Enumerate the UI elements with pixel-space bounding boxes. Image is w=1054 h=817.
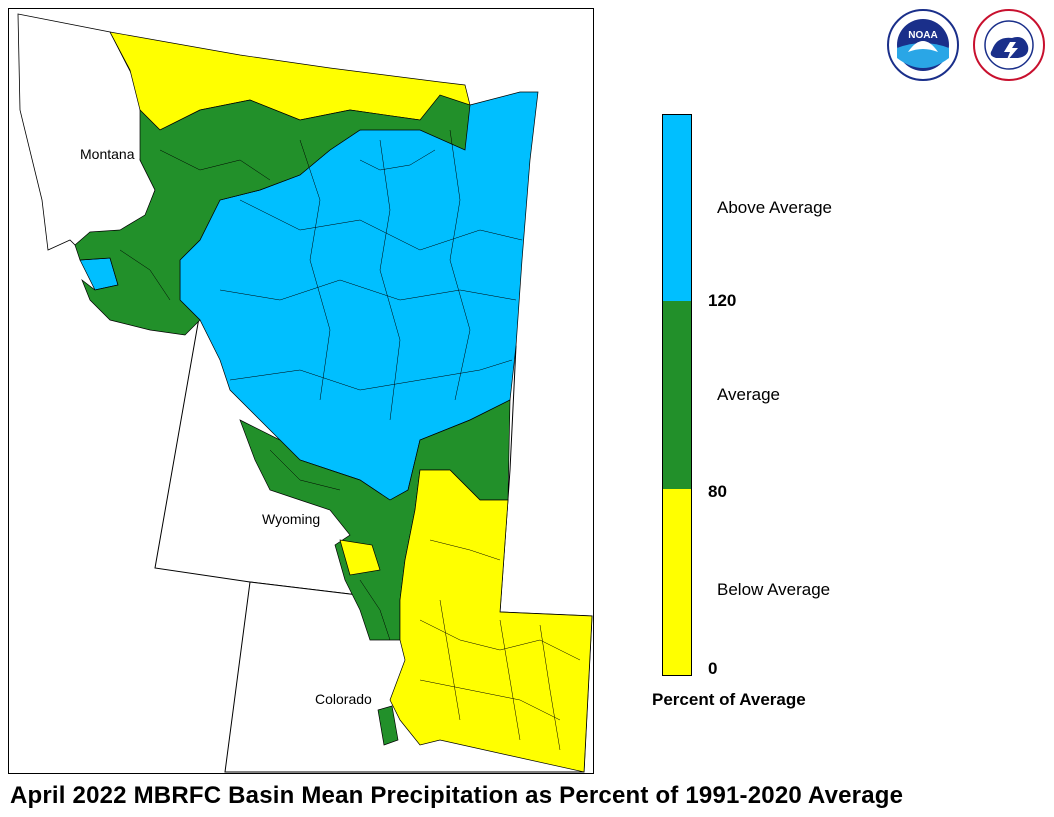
basin-region-average-colorado — [377, 705, 399, 746]
legend-tick-80: 80 — [708, 482, 727, 501]
legend-title: Percent of Average — [652, 690, 806, 709]
legend-swatch-average — [663, 301, 691, 489]
map-caption: April 2022 MBRFC Basin Mean Precipitatio… — [10, 782, 904, 809]
legend-tick-120: 120 — [708, 291, 737, 310]
noaa-logo-text: NOAA — [908, 30, 937, 41]
legend-label-average: Average — [717, 385, 781, 404]
legend-color-bar — [662, 114, 692, 676]
basin-region-below-south — [389, 469, 593, 773]
basin-boundaries — [119, 129, 581, 751]
state-label-wyoming: Wyoming — [262, 511, 321, 527]
legend-tick-0: 0 — [708, 659, 718, 678]
state-label-montana: Montana — [80, 146, 135, 162]
legend-swatch-above — [663, 115, 691, 301]
basin-region-below-west — [339, 539, 381, 576]
noaa-logo: NOAA — [887, 9, 959, 81]
basin-region-below-north — [109, 31, 471, 131]
state-label-colorado: Colorado — [315, 691, 372, 707]
legend-label-above: Above Average — [717, 198, 832, 217]
legend-label-below: Below Average — [717, 580, 831, 599]
nws-logo — [973, 9, 1045, 81]
legend-swatch-below — [663, 489, 691, 675]
basin-region-average-montana — [74, 94, 471, 336]
